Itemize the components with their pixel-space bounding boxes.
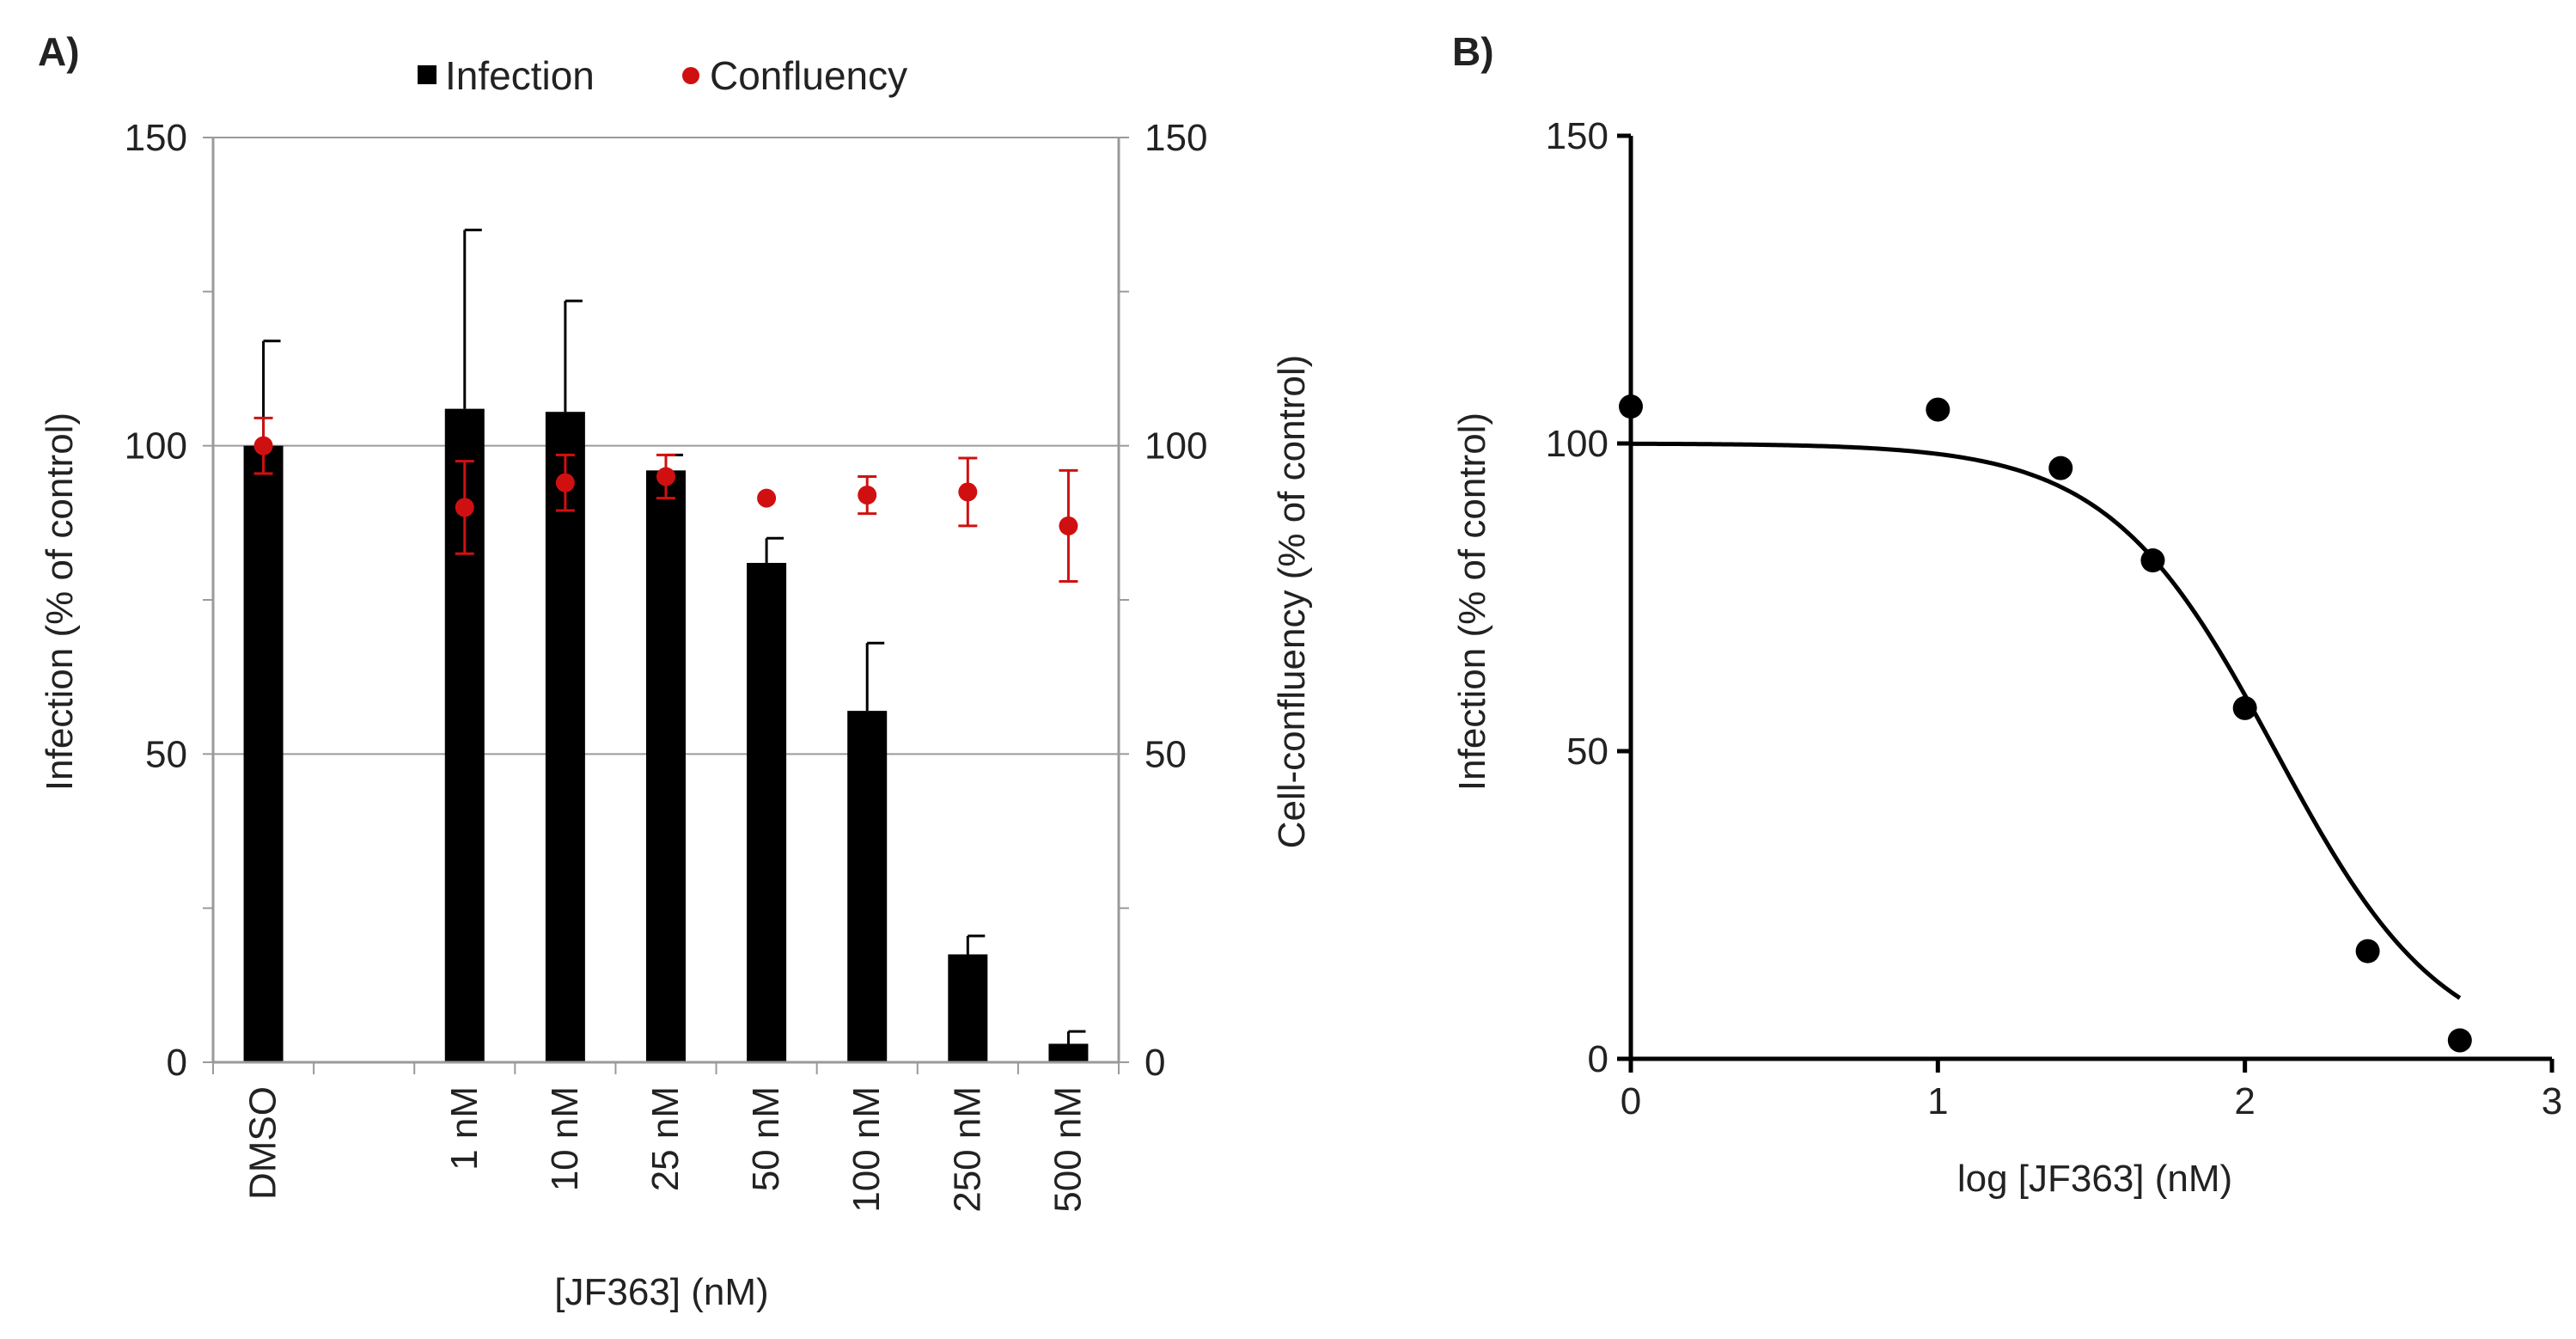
y-tick-label: 0 [1588, 1038, 1608, 1080]
panel-b-label: B) [1452, 29, 1494, 74]
panel-b-x-axis-title: log [JF363] (nM) [1957, 1158, 2232, 1200]
confluency-point [253, 436, 273, 456]
panel-a-axes [203, 137, 1129, 1074]
x-tick-label: 2 [2234, 1080, 2255, 1122]
data-point [2048, 456, 2073, 480]
confluency-point [858, 486, 877, 505]
legend-confluency-marker [682, 67, 699, 84]
y-tick-label: 100 [125, 425, 187, 468]
x-tick-label: 25 nM [644, 1086, 687, 1191]
confluency-point [958, 482, 978, 502]
infection-bar [1048, 1043, 1089, 1062]
x-tick-label: DMSO [242, 1086, 284, 1200]
confluency-point [555, 473, 575, 492]
panel-a-y2-axis-title: Cell-confluency (% of control) [1271, 355, 1313, 849]
y-tick-label: 100 [1546, 423, 1608, 465]
legend-infection-swatch [418, 65, 436, 84]
confluency-point [656, 467, 675, 486]
y-tick-label: 150 [1546, 115, 1608, 157]
confluency-point [1059, 516, 1078, 535]
confluency-point [757, 488, 777, 508]
data-point [2355, 939, 2380, 963]
infection-bar [545, 412, 585, 1062]
infection-bar [243, 445, 284, 1062]
data-point [2140, 548, 2165, 573]
panel-b-axes [1617, 133, 2555, 1073]
y2-tick-label: 50 [1145, 733, 1187, 775]
data-point [2232, 695, 2257, 720]
data-point [1926, 397, 1950, 422]
panel-b-fit-curve [1630, 441, 2462, 1000]
panel-a-label: A) [38, 29, 80, 74]
x-tick-label: 1 nM [443, 1086, 485, 1171]
panel-a-error-bars [262, 229, 1086, 1044]
infection-bar [747, 562, 787, 1062]
data-point [2447, 1028, 2472, 1053]
x-tick-label: 0 [1621, 1080, 1641, 1122]
y-tick-label: 50 [1566, 731, 1608, 773]
x-tick-label: 3 [2542, 1080, 2562, 1122]
confluency-point [455, 498, 474, 517]
y2-tick-label: 0 [1145, 1042, 1165, 1084]
infection-bar [847, 711, 888, 1062]
x-tick-label: 500 nM [1047, 1086, 1089, 1213]
x-tick-label: 100 nM [845, 1086, 888, 1213]
data-point [1619, 394, 1643, 419]
panel-a-bars [243, 408, 1089, 1062]
x-tick-label: 50 nM [745, 1086, 787, 1191]
legend: Infection Confluency [418, 53, 907, 98]
panel-b-data-points [1619, 394, 2472, 1053]
x-tick-label: 1 [1927, 1080, 1948, 1122]
legend-confluency-label: Confluency [710, 53, 907, 98]
y2-tick-label: 100 [1145, 425, 1207, 468]
x-tick-label: 10 nM [544, 1086, 586, 1191]
legend-infection-label: Infection [445, 53, 595, 98]
panel-b-y-axis-title: Infection (% of control) [1451, 413, 1493, 791]
panel-b-dose-response: B) 0 50 100 150 0 1 2 3 Infection (% of control… [1451, 29, 2562, 1200]
y2-tick-label: 150 [1145, 117, 1207, 159]
panel-b-tick-labels: 0 50 100 150 0 1 2 3 [1546, 115, 2563, 1122]
infection-bar [646, 470, 686, 1062]
y-tick-label: 50 [145, 733, 187, 775]
panel-a-bar-chart: A) 0 0 50 50 100 100 150 150 DMSO 1 nM 10 nM 25 nM 5… [38, 29, 1313, 1313]
x-tick-label: 250 nM [946, 1086, 988, 1213]
infection-bar [948, 954, 988, 1062]
panel-a-x-axis-title: [JF363] (nM) [554, 1271, 768, 1313]
panel-a-tick-labels: 0 0 50 50 100 100 150 150 DMSO 1 nM 10 nM 25 nM 50 n… [125, 117, 1208, 1213]
panel-a-confluency-points [253, 416, 1078, 583]
y-tick-label: 0 [167, 1042, 187, 1084]
y-tick-label: 150 [125, 117, 187, 159]
panel-a-y-axis-title: Infection (% of control) [39, 413, 81, 791]
